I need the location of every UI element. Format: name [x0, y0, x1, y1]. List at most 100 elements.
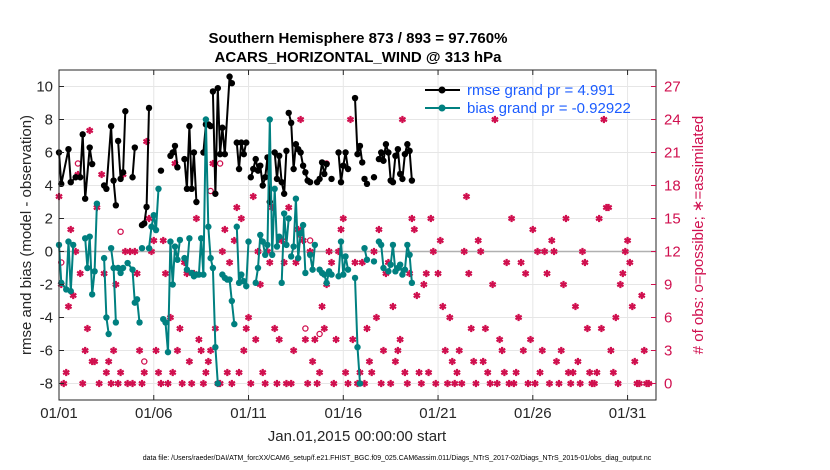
assimilated-marker [569, 368, 577, 377]
rmse-point [351, 94, 359, 102]
rmse-point [233, 139, 240, 146]
bias-point [380, 264, 387, 272]
assimilated-marker [396, 335, 404, 344]
assimilated-marker [375, 225, 383, 234]
assimilated-marker [398, 115, 407, 124]
rmse-point [259, 182, 266, 189]
rmse-line [273, 150, 288, 195]
legend: rmse grand pr = 4.991 bias grand pr = -0… [425, 82, 631, 117]
assimilated-marker [249, 192, 257, 201]
y-tick-label: -2 [40, 277, 53, 294]
assimilated-marker [512, 368, 520, 377]
asterisk-stroke [517, 259, 525, 266]
asterisk-stroke [206, 347, 215, 354]
rmse-point [344, 165, 352, 173]
asterisk-stroke [555, 380, 563, 387]
assimilated-marker [237, 214, 245, 223]
bias-point [377, 241, 385, 249]
bias-point [254, 264, 262, 272]
bias-point [164, 348, 172, 356]
asterisk-stroke [313, 380, 321, 387]
rmse-point [392, 152, 399, 159]
bias-point [297, 230, 304, 237]
assimilated-marker [555, 379, 563, 388]
asterisk-stroke [410, 226, 419, 233]
assimilated-marker [623, 236, 632, 245]
assimilated-marker [486, 379, 494, 388]
asterisk-stroke [237, 215, 245, 222]
asterisk-stroke [247, 380, 255, 387]
bias-point [148, 223, 155, 230]
asterisk-stroke [460, 248, 468, 255]
asterisk-stroke [408, 215, 416, 222]
rmse-point [129, 174, 136, 181]
assimilated-marker [273, 379, 281, 388]
bias-point [311, 241, 319, 249]
asterisk-stroke [609, 369, 618, 376]
bias-point [202, 116, 210, 123]
bias-point [67, 287, 74, 295]
assimilated-marker [76, 269, 84, 278]
rmse-point [214, 84, 222, 92]
asterisk-stroke [607, 347, 615, 354]
assimilated-marker [434, 269, 442, 278]
y2-axis-ticks: 0 3 6 9 12 15 18 21 24 27 [651, 79, 681, 393]
rmse-point [193, 198, 200, 206]
bias-point [299, 221, 307, 229]
rmse-point [271, 149, 278, 156]
bias-point [100, 254, 108, 262]
asterisk-stroke [273, 380, 281, 387]
rmse-point [240, 150, 247, 158]
rmse-line [249, 158, 259, 178]
assimilated-marker [303, 379, 312, 388]
asterisk-stroke [479, 358, 487, 365]
rmse-point [280, 190, 288, 197]
rmse-point [389, 179, 397, 186]
assimilated-marker [424, 368, 433, 377]
assimilated-marker [187, 379, 196, 388]
asterisk-stroke [439, 303, 447, 310]
rmse-point [247, 174, 254, 181]
assimilated-marker [429, 247, 437, 256]
assimilated-marker [135, 346, 144, 355]
rmse-point [335, 149, 342, 156]
asterisk-stroke [612, 314, 620, 321]
bias-point [207, 254, 214, 262]
asterisk-stroke [363, 325, 371, 332]
assimilated-marker [612, 313, 620, 322]
assimilated-marker [372, 313, 381, 322]
asterisk-stroke [574, 358, 582, 365]
assimilated-marker [432, 379, 440, 388]
assimilated-marker [145, 214, 153, 223]
assimilated-marker [600, 115, 608, 124]
rmse-point [183, 185, 191, 192]
bias-point [259, 238, 266, 245]
assimilated-marker [131, 247, 139, 256]
rmse-point [212, 190, 219, 197]
asterisk-stroke [510, 380, 518, 387]
asterisk-stroke [540, 248, 549, 255]
rmse-point [297, 149, 304, 156]
asterisk-stroke [116, 369, 125, 376]
y-tick-label: -4 [40, 310, 53, 327]
asterisk-stroke [491, 116, 499, 123]
assimilated-marker [386, 379, 395, 388]
asterisk-stroke [315, 369, 324, 376]
y2-tick-label: 6 [664, 310, 672, 327]
assimilated-marker [67, 225, 75, 234]
asterisk-stroke [507, 215, 516, 222]
assimilated-marker [420, 280, 428, 289]
bias-point [233, 223, 240, 230]
rmse-point [342, 149, 349, 156]
bias-point [145, 245, 153, 252]
assimilated-marker [552, 357, 561, 366]
assimilated-marker [199, 379, 208, 388]
asterisk-stroke [150, 237, 158, 244]
bias-point [70, 241, 77, 249]
asterisk-stroke [341, 369, 350, 376]
asterisk-stroke [628, 303, 636, 310]
asterisk-stroke [519, 347, 528, 354]
y-tick-label: 6 [45, 145, 53, 162]
assimilated-marker [116, 368, 125, 377]
assimilated-marker [161, 269, 170, 278]
